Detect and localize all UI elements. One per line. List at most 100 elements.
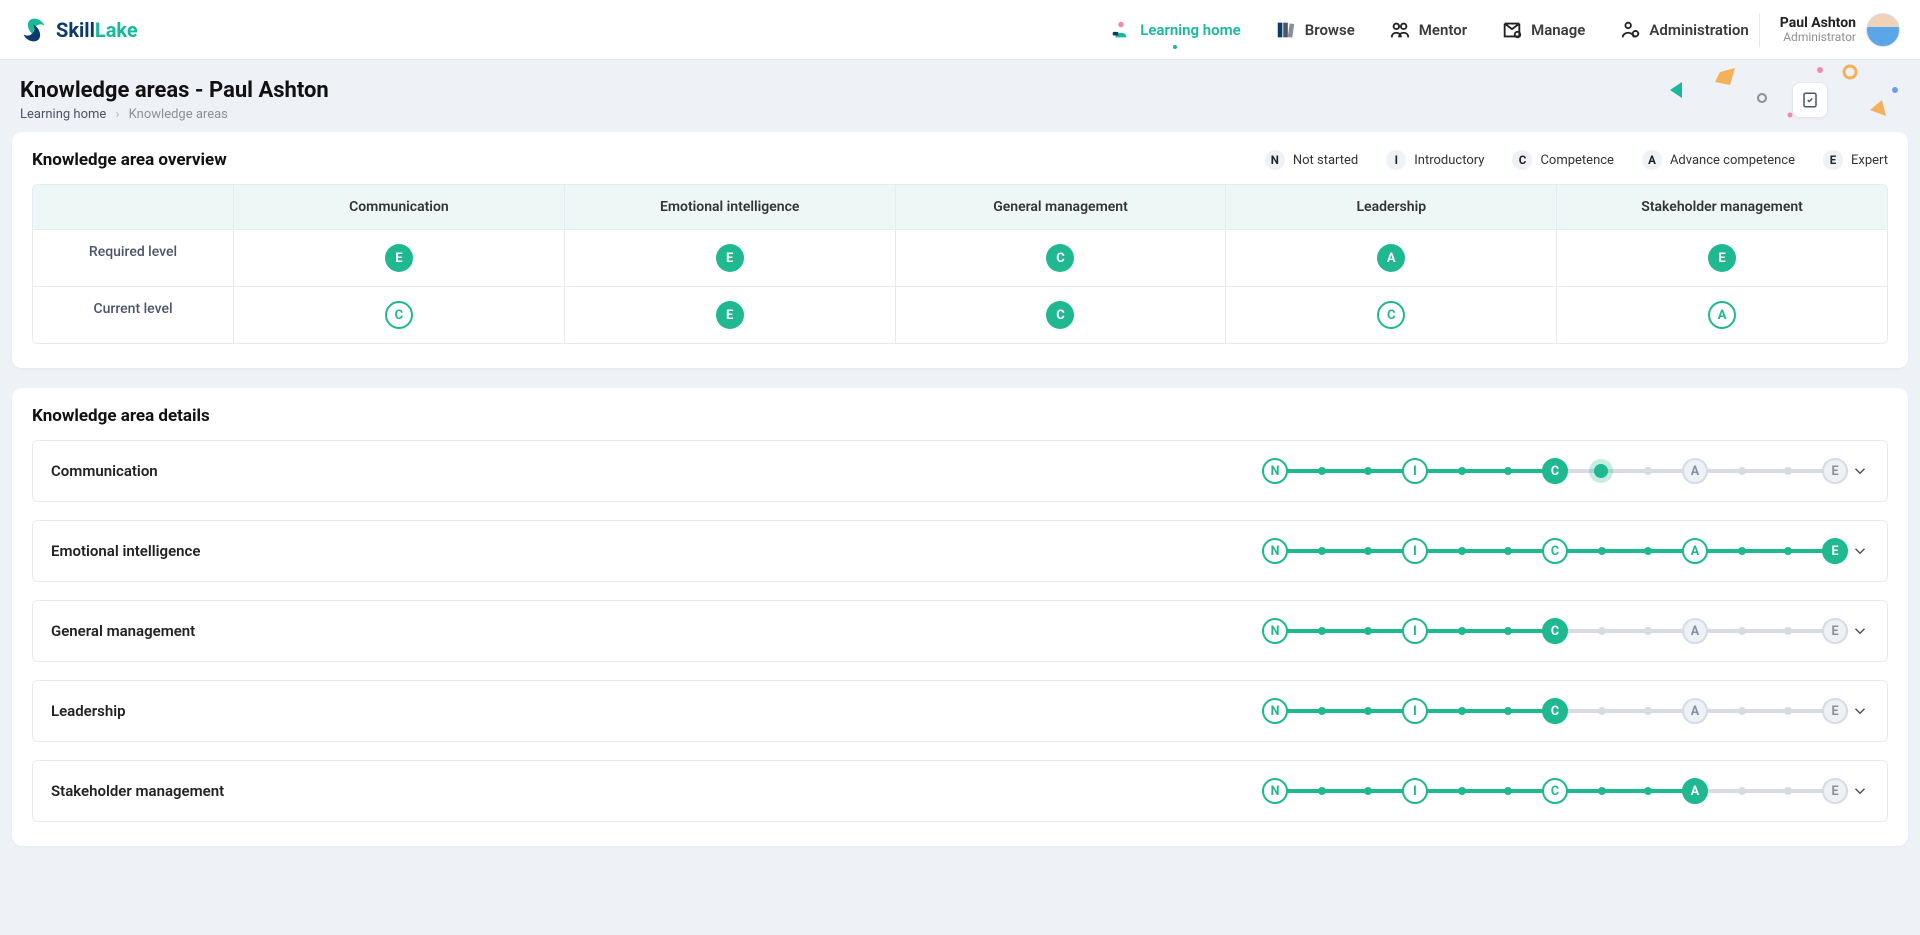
legend-label: Introductory [1414, 153, 1484, 168]
chevron-down-icon[interactable] [1851, 622, 1869, 640]
detail-row[interactable]: Emotional intelligence N I C A E [32, 520, 1888, 582]
overview-table: CommunicationEmotional intelligenceGener… [32, 184, 1888, 344]
breadcrumb-root[interactable]: Learning home [20, 107, 106, 122]
progress-marker-c: C [1542, 538, 1568, 564]
brand-logo-icon [20, 16, 48, 44]
progress-marker-n: N [1262, 538, 1288, 564]
chevron-down-icon[interactable] [1851, 462, 1869, 480]
page-title: Knowledge areas - Paul Ashton [20, 78, 1900, 103]
detail-row-name: Leadership [51, 702, 126, 720]
detail-row[interactable]: Leadership NICAE [32, 680, 1888, 742]
brand-name-2: Lake [95, 18, 138, 42]
overview-cell: C [233, 287, 564, 343]
progress-marker-e: E [1822, 538, 1848, 564]
nav-item-label: Learning home [1140, 21, 1241, 39]
legend-label: Expert [1851, 153, 1888, 168]
administration-icon [1619, 19, 1641, 41]
legend-label: Not started [1293, 153, 1358, 168]
progress-marker-a: A [1682, 538, 1708, 564]
overview-cell: E [564, 287, 895, 343]
nav-item-administration[interactable]: Administration [1619, 1, 1748, 59]
page-header: Knowledge areas - Paul Ashton Learning h… [0, 60, 1920, 132]
overview-corner [33, 185, 233, 229]
overview-cell: E [1556, 230, 1887, 286]
progress-marker-i: I [1402, 778, 1428, 804]
overview-cell: C [895, 230, 1226, 286]
overview-row-label: Required level [33, 230, 233, 286]
legend-item-n: N Not started [1265, 150, 1358, 170]
progress-marker-a: A [1682, 778, 1708, 804]
detail-row[interactable]: Communication NICAE [32, 440, 1888, 502]
legend-item-a: AAdvance competence [1642, 150, 1795, 170]
overview-cell: E [233, 230, 564, 286]
level-badge: C [1046, 301, 1074, 329]
topbar: SkillLake Learning home Browse Mentor Manag… [0, 0, 1920, 60]
progress-track: NICAE [1275, 777, 1835, 805]
brand-name-1: Skill [56, 18, 95, 42]
overview-cell: E [564, 230, 895, 286]
detail-row[interactable]: Stakeholder management NICAE [32, 760, 1888, 822]
brand-logo[interactable]: SkillLake [20, 16, 138, 44]
user-role: Administrator [1780, 31, 1856, 45]
progress-track: NICAE [1275, 457, 1835, 485]
level-badge: E [385, 244, 413, 272]
overview-col-header: General management [895, 185, 1226, 229]
nav-item-label: Administration [1649, 21, 1748, 39]
learning-home-icon [1110, 19, 1132, 41]
legend-item-i: IIntroductory [1386, 150, 1484, 170]
checklist-icon [1801, 91, 1819, 109]
details-card: Knowledge area details CommunicationNICA… [12, 388, 1908, 846]
progress-marker-c: C [1542, 618, 1568, 644]
progress-marker-n: N [1262, 618, 1288, 644]
level-badge: E [1708, 244, 1736, 272]
overview-title: Knowledge area overview [32, 150, 227, 170]
progress-marker-a: A [1682, 618, 1708, 644]
progress-marker-e: E [1822, 778, 1848, 804]
level-badge: A [1708, 301, 1736, 329]
manage-icon [1501, 19, 1523, 41]
detail-row[interactable]: General managementNICAE [32, 600, 1888, 662]
breadcrumb-sep: › [116, 107, 120, 122]
nav-item-browse[interactable]: Browse [1275, 1, 1355, 59]
progress-marker-i: I [1402, 458, 1428, 484]
chevron-down-icon[interactable] [1851, 542, 1869, 560]
chevron-down-icon[interactable] [1851, 782, 1869, 800]
user-name: Paul Ashton [1780, 15, 1856, 31]
overview-col-header: Stakeholder management [1556, 185, 1887, 229]
detail-row-name: Communication [51, 462, 158, 480]
detail-row-name: Emotional intelligence [51, 542, 200, 560]
progress-marker-e: E [1822, 458, 1848, 484]
detail-row-name: Stakeholder management [51, 782, 224, 800]
level-badge: E [716, 301, 744, 329]
nav-item-label: Browse [1305, 21, 1355, 39]
overview-col-header: Communication [233, 185, 564, 229]
nav-item-label: Manage [1531, 21, 1585, 39]
level-badge: E [716, 244, 744, 272]
nav-item-mentor[interactable]: Mentor [1389, 1, 1467, 59]
overview-cell: A [1556, 287, 1887, 343]
chevron-down-icon[interactable] [1851, 702, 1869, 720]
progress-track: NICAE [1275, 697, 1835, 725]
details-title: Knowledge area details [32, 406, 1888, 426]
details-list: CommunicationNICAEEmotional intelligence… [32, 440, 1888, 822]
legend-item-c: CCompetence [1512, 150, 1614, 170]
progress-marker-i: I [1402, 538, 1428, 564]
main-nav: Learning home Browse Mentor Manage Administr… [1110, 1, 1749, 59]
legend-item-e: EExpert [1823, 150, 1888, 170]
nav-item-manage[interactable]: Manage [1501, 1, 1585, 59]
legend-badge: N [1265, 150, 1285, 170]
progress-marker-n: N [1262, 698, 1288, 724]
nav-item-learning-home[interactable]: Learning home [1110, 1, 1241, 59]
nav-item-label: Mentor [1419, 21, 1467, 39]
overview-cell: A [1225, 230, 1556, 286]
overview-cell: C [1225, 287, 1556, 343]
overview-cell: C [895, 287, 1226, 343]
checklist-button[interactable] [1792, 82, 1828, 118]
avatar [1866, 13, 1900, 47]
progress-glow [1594, 464, 1608, 478]
legend: N Not started IIntroductory CCompetence AAdv… [1265, 150, 1888, 170]
legend-label: Advance competence [1670, 153, 1795, 168]
detail-row-name: General management [51, 622, 195, 640]
level-badge: C [1377, 301, 1405, 329]
user-menu[interactable]: Paul Ashton Administrator [1759, 13, 1900, 47]
